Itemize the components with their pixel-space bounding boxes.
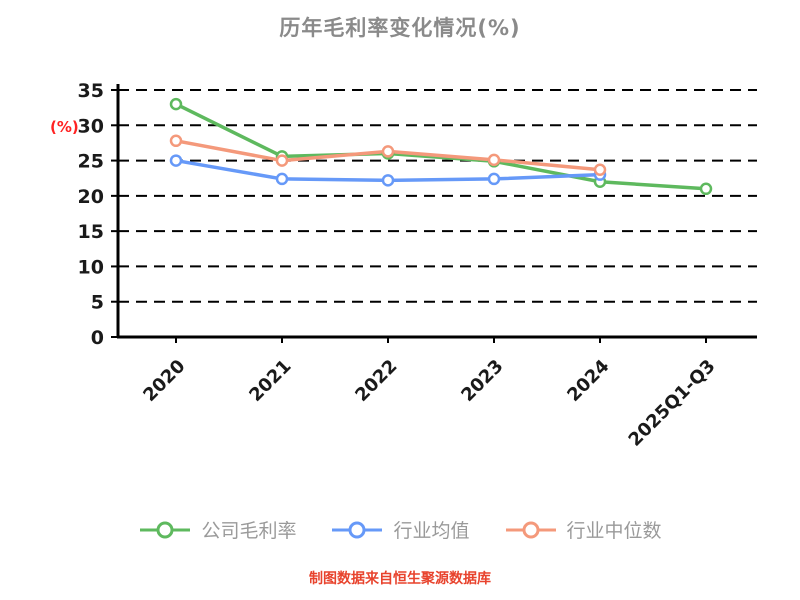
legend-item-industry-median: 行业中位数 xyxy=(504,516,662,543)
series-marker-1 xyxy=(275,172,289,186)
svg-text:25: 25 xyxy=(78,151,104,173)
svg-text:2022: 2022 xyxy=(351,356,401,406)
y-axis-unit-label: (%) xyxy=(50,118,79,136)
legend-label-company-margin: 公司毛利率 xyxy=(201,520,297,542)
series-marker-0 xyxy=(169,97,183,111)
svg-text:2020: 2020 xyxy=(139,356,189,406)
gridlines xyxy=(118,89,757,303)
svg-text:2023: 2023 xyxy=(457,356,507,406)
plot-area: 0 5 10 15 20 25 30 35 2020 2021 2022 2023 2024 2025Q1… xyxy=(78,80,757,451)
legend-label-industry-median: 行业中位数 xyxy=(566,520,662,542)
legend-label-industry-average: 行业均值 xyxy=(393,520,470,542)
chart-title: 历年毛利率变化情况(%) xyxy=(279,16,521,40)
axes xyxy=(116,84,757,339)
legend-item-company-margin: 公司毛利率 xyxy=(138,516,296,543)
svg-text:30: 30 xyxy=(78,115,104,137)
svg-text:2025Q1-Q3: 2025Q1-Q3 xyxy=(625,356,720,451)
svg-text:0: 0 xyxy=(91,327,104,349)
legend-marker-green-icon xyxy=(140,521,191,538)
y-tick-labels: 0 5 10 15 20 25 30 35 xyxy=(78,80,118,349)
legend-marker-blue-icon xyxy=(332,521,383,538)
series-marker-2 xyxy=(593,163,607,176)
series-marker-1 xyxy=(381,174,395,187)
series-marker-0 xyxy=(699,182,713,196)
series-marker-2 xyxy=(169,134,183,148)
svg-text:20: 20 xyxy=(78,186,104,208)
svg-text:2024: 2024 xyxy=(563,356,613,406)
svg-text:5: 5 xyxy=(91,292,104,314)
x-tick-labels: 2020 2021 2022 2023 2024 2025Q1-Q3 xyxy=(139,337,720,451)
series-marker-1 xyxy=(487,172,501,186)
legend: 公司毛利率 行业均值 行业中位数 xyxy=(0,516,800,543)
svg-text:2021: 2021 xyxy=(245,356,295,406)
svg-text:35: 35 xyxy=(78,80,104,102)
series-line-0 xyxy=(174,102,708,191)
svg-text:15: 15 xyxy=(78,221,104,243)
series-marker-2 xyxy=(381,145,395,158)
legend-marker-orange-icon xyxy=(505,521,556,538)
series-marker-2 xyxy=(275,154,289,167)
series-marker-1 xyxy=(169,154,183,167)
svg-text:10: 10 xyxy=(78,256,104,278)
data-source-caption: 制图数据来自恒生聚源数据库 xyxy=(309,571,491,587)
series-marker-2 xyxy=(487,153,501,167)
legend-item-industry-average: 行业均值 xyxy=(330,516,470,543)
